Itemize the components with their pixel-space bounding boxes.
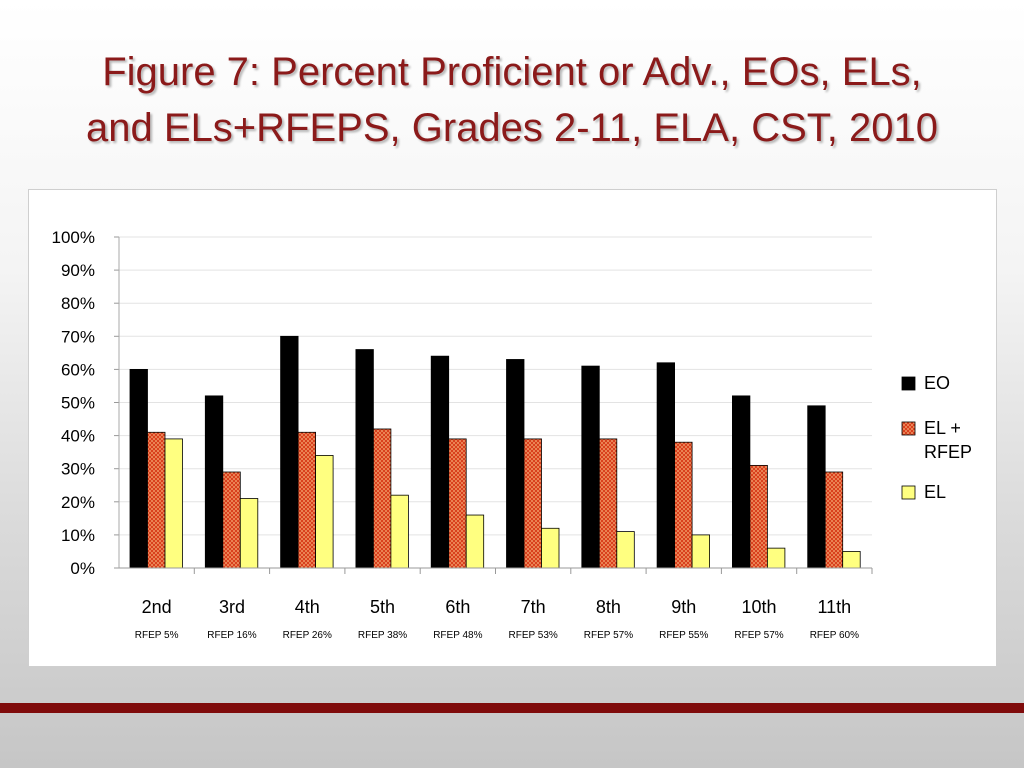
bar-eo-11th [807, 405, 826, 569]
bar-el-11th [842, 551, 861, 569]
y-tick-label: 10% [61, 526, 95, 545]
bar-eo-7th [506, 359, 525, 569]
bar-el-rfep-9th [674, 441, 693, 569]
x-category-label: 11th [817, 597, 851, 617]
y-tick-label: 20% [61, 493, 95, 512]
bar-el-3rd [239, 498, 259, 569]
x-rfep-sublabel: RFEP 16% [207, 630, 256, 641]
legend-label: EL + RFEP [924, 418, 972, 462]
bar-el-rfep-3rd [222, 471, 241, 569]
y-tick-label: 80% [61, 294, 95, 313]
chart-panel: 0% 10% 20% 30% 40% 50% 60% 70% 80% 90% 100% 2nd RFE… [28, 189, 997, 667]
bar-eo-9th [656, 362, 675, 569]
bar-el-9th [691, 534, 710, 569]
bar-el-6th [465, 514, 485, 569]
bar-el-10th [767, 547, 786, 569]
bar-eo-4th [280, 335, 299, 569]
x-rfep-sublabel: RFEP 38% [358, 630, 407, 641]
bar-el-rfep-6th [448, 438, 467, 569]
y-tick-label: 90% [61, 261, 95, 280]
x-category-label: 7th [521, 597, 546, 617]
x-axis: 2nd RFEP 5% 3rd RFEP 16% 4th RFEP 26% 5th RFEP … [119, 567, 873, 641]
bar-eo-8th [581, 365, 600, 569]
footer-rule [0, 703, 1024, 713]
bar-eo-5th [355, 349, 374, 569]
bar-el-2nd [164, 438, 183, 569]
bar-chart: 0% 10% 20% 30% 40% 50% 60% 70% 80% 90% 100% 2nd RFE… [52, 228, 973, 641]
x-rfep-sublabel: RFEP 53% [509, 630, 558, 641]
legend-label: EL [924, 482, 946, 502]
bar-el-8th [616, 531, 635, 569]
bar-eo-6th [430, 355, 450, 569]
x-category-label: 9th [671, 597, 696, 617]
y-tick-label: 50% [61, 394, 95, 413]
y-tick-label: 0% [70, 559, 95, 578]
bar-eo-3rd [204, 395, 224, 569]
x-category-label: 5th [370, 597, 395, 617]
x-category-label: 3rd [219, 597, 245, 617]
bars [129, 335, 861, 569]
x-category-label: 10th [742, 597, 777, 617]
slide-title-line-1: Figure 7: Percent Proficient or Adv., EO… [102, 50, 922, 94]
y-tick-label: 40% [61, 427, 95, 446]
x-category-label: 2nd [142, 597, 172, 617]
legend-swatch [901, 376, 916, 391]
bar-el-rfep-7th [523, 438, 542, 569]
x-rfep-sublabel: RFEP 60% [810, 630, 859, 641]
legend: EO EL + RFEP EL [901, 373, 972, 502]
x-rfep-sublabel: RFEP 5% [135, 630, 179, 641]
bar-eo-2nd [129, 368, 148, 569]
bar-el-5th [390, 494, 409, 569]
bar-el-rfep-5th [372, 428, 392, 569]
y-tick-label: 100% [52, 228, 95, 247]
bar-el-4th [315, 455, 334, 569]
slide-title-line-2: and ELs+RFEPS, Grades 2-11, ELA, CST, 20… [86, 106, 938, 150]
bar-el-rfep-11th [824, 471, 844, 569]
bar-el-rfep-4th [297, 431, 317, 569]
x-rfep-sublabel: RFEP 57% [584, 630, 633, 641]
x-rfep-sublabel: RFEP 57% [734, 630, 783, 641]
bar-el-rfep-10th [749, 464, 768, 569]
bar-el-7th [541, 527, 560, 569]
legend-swatch [901, 485, 916, 500]
x-rfep-sublabel: RFEP 26% [283, 630, 332, 641]
legend-label: EO [924, 373, 950, 393]
slide-title: Figure 7: Percent Proficient or Adv., EO… [0, 44, 1024, 156]
legend-swatch [901, 421, 916, 436]
bar-el-rfep-8th [598, 438, 618, 569]
y-tick-label: 30% [61, 460, 95, 479]
x-category-label: 4th [295, 597, 320, 617]
bar-eo-10th [732, 395, 751, 569]
x-category-label: 6th [445, 597, 470, 617]
x-rfep-sublabel: RFEP 55% [659, 630, 708, 641]
x-rfep-sublabel: RFEP 48% [433, 630, 482, 641]
y-tick-label: 70% [61, 327, 95, 346]
y-axis: 0% 10% 20% 30% 40% 50% 60% 70% 80% 90% 100% [52, 228, 120, 578]
y-tick-label: 60% [61, 360, 95, 379]
bar-el-rfep-2nd [147, 431, 166, 569]
x-category-label: 8th [596, 597, 621, 617]
